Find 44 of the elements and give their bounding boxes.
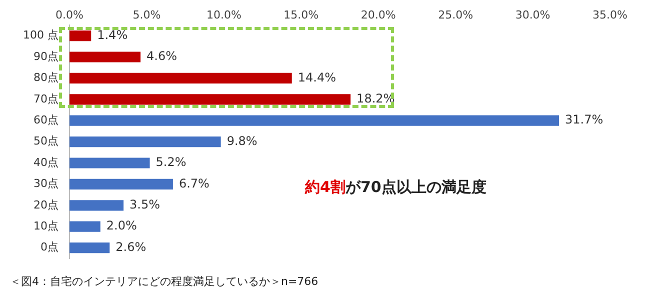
x-tick-label: 15.0% (284, 8, 319, 22)
data-label: 3.5% (130, 198, 160, 212)
x-tick-label: 20.0% (360, 8, 396, 22)
x-tick-label: 25.0% (438, 8, 474, 22)
x-tick-label: 0.0% (56, 8, 84, 22)
data-label: 1.4% (97, 28, 128, 42)
data-label: 6.7% (178, 176, 210, 190)
x-tick-label: 35.0% (592, 8, 628, 22)
data-label: 31.7% (565, 112, 604, 127)
bar (69, 52, 141, 62)
y-tick-label: 50点 (33, 134, 58, 148)
y-tick-label: 20点 (33, 198, 58, 212)
y-tick-label: 80点 (33, 71, 58, 84)
data-label: 18.2% (356, 92, 395, 106)
bar (69, 242, 110, 254)
annotation: 約4割 (305, 178, 346, 196)
y-tick-label: 40点 (33, 156, 58, 169)
bar (69, 178, 173, 190)
y-tick-label: 30点 (33, 177, 58, 190)
bar (69, 72, 292, 84)
annotation: が70点以上の満足度 (345, 178, 486, 196)
x-tick-label: 5.0% (132, 8, 161, 22)
bar (69, 115, 560, 126)
y-tick-label: 70点 (33, 92, 58, 106)
bar (69, 136, 221, 148)
data-label: 14.4% (298, 70, 336, 84)
data-label: 5.2% (156, 155, 186, 170)
data-label: 4.6% (146, 49, 178, 64)
y-tick-label: 60点 (33, 113, 58, 126)
bar (69, 94, 351, 105)
y-tick-label: 100 点 (22, 28, 58, 42)
bar (69, 158, 150, 168)
text: ＜図4：自宅のインテリアにどの程度満足しているか＞n=766 (10, 274, 318, 289)
data-label: 2.0% (106, 218, 137, 233)
data-label: 2.6% (116, 240, 146, 254)
x-tick-label: 10.0% (206, 8, 242, 22)
data-label: 9.8% (226, 134, 258, 148)
bar (69, 30, 92, 42)
y-tick-label: 10点 (33, 219, 58, 232)
y-tick-label: 90点 (33, 50, 58, 63)
y-tick-label: 0点 (40, 240, 58, 254)
x-tick-label: 30.0% (515, 8, 550, 22)
bar (69, 221, 100, 232)
bar (69, 200, 124, 211)
